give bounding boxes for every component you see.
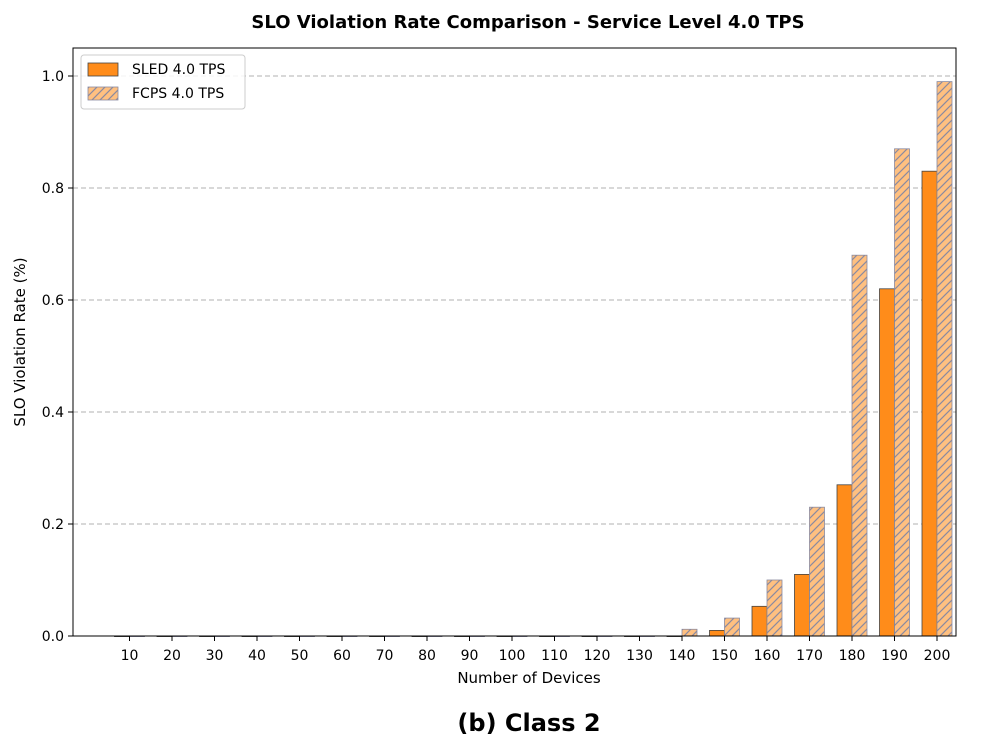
x-tick-label: 160 <box>754 648 781 664</box>
bar-sled-180 <box>836 484 853 637</box>
y-tick-label: 0.4 <box>42 405 64 421</box>
x-tick-label: 90 <box>461 648 479 664</box>
plot-frame <box>72 47 957 637</box>
y-tick-label: 1.0 <box>42 69 64 85</box>
bar-fcps-180 <box>851 254 868 637</box>
bar-fcps-140 <box>681 628 698 637</box>
bar-sled-170 <box>794 574 810 637</box>
bar-fcps-200 <box>936 81 953 637</box>
bar-sled-200 <box>921 170 938 637</box>
x-axis-label: Number of Devices <box>457 669 601 687</box>
y-tick-label: 0.2 <box>42 517 64 533</box>
x-tick-label: 50 <box>291 648 309 664</box>
legend: SLED 4.0 TPS FCPS 4.0 TPS <box>80 54 246 110</box>
legend-swatch-fcps <box>87 86 119 101</box>
x-tick-label: 80 <box>418 648 436 664</box>
x-tick-label: 200 <box>924 648 951 664</box>
x-tick-label: 30 <box>206 648 224 664</box>
bar-fcps-170 <box>809 506 825 637</box>
bars-group <box>114 81 953 638</box>
x-tick-label: 140 <box>669 648 696 664</box>
legend-label-fcps: FCPS 4.0 TPS <box>132 86 224 102</box>
bar-sled-160 <box>751 605 768 637</box>
y-tick-label: 0.0 <box>42 629 64 645</box>
x-axis-ticks: 10 20 30 40 50 60 70 80 90 100 110 120 130 140 150 160 1… <box>121 636 951 664</box>
bar-fcps-160 <box>766 579 783 637</box>
x-tick-label: 70 <box>376 648 394 664</box>
x-tick-label: 40 <box>248 648 266 664</box>
x-tick-label: 20 <box>163 648 181 664</box>
legend-label-sled: SLED 4.0 TPS <box>132 62 225 78</box>
chart-title: SLO Violation Rate Comparison - Service … <box>251 12 804 33</box>
legend-box <box>80 54 246 110</box>
legend-swatch-sled <box>87 62 119 77</box>
y-tick-label: 0.8 <box>42 181 64 197</box>
y-tick-label: 0.6 <box>42 293 64 309</box>
y-axis-ticks: 0.0 0.2 0.4 0.6 0.8 1.0 <box>42 69 73 645</box>
x-tick-label: 10 <box>121 648 139 664</box>
x-tick-label: 190 <box>881 648 908 664</box>
x-tick-label: 110 <box>541 648 568 664</box>
x-tick-label: 120 <box>584 648 611 664</box>
y-axis-label: SLO Violation Rate (%) <box>11 257 29 426</box>
x-tick-label: 130 <box>626 648 653 664</box>
x-tick-label: 170 <box>796 648 823 664</box>
x-tick-label: 100 <box>499 648 526 664</box>
figure-caption: (b) Class 2 <box>457 709 600 737</box>
bar-fcps-150 <box>724 617 740 637</box>
bar-sled-190 <box>879 288 895 637</box>
x-tick-label: 60 <box>333 648 351 664</box>
gridlines <box>73 75 956 525</box>
bar-fcps-190 <box>894 148 910 637</box>
x-tick-label: 150 <box>711 648 738 664</box>
x-tick-label: 180 <box>839 648 866 664</box>
bar-sled-150 <box>709 630 725 637</box>
